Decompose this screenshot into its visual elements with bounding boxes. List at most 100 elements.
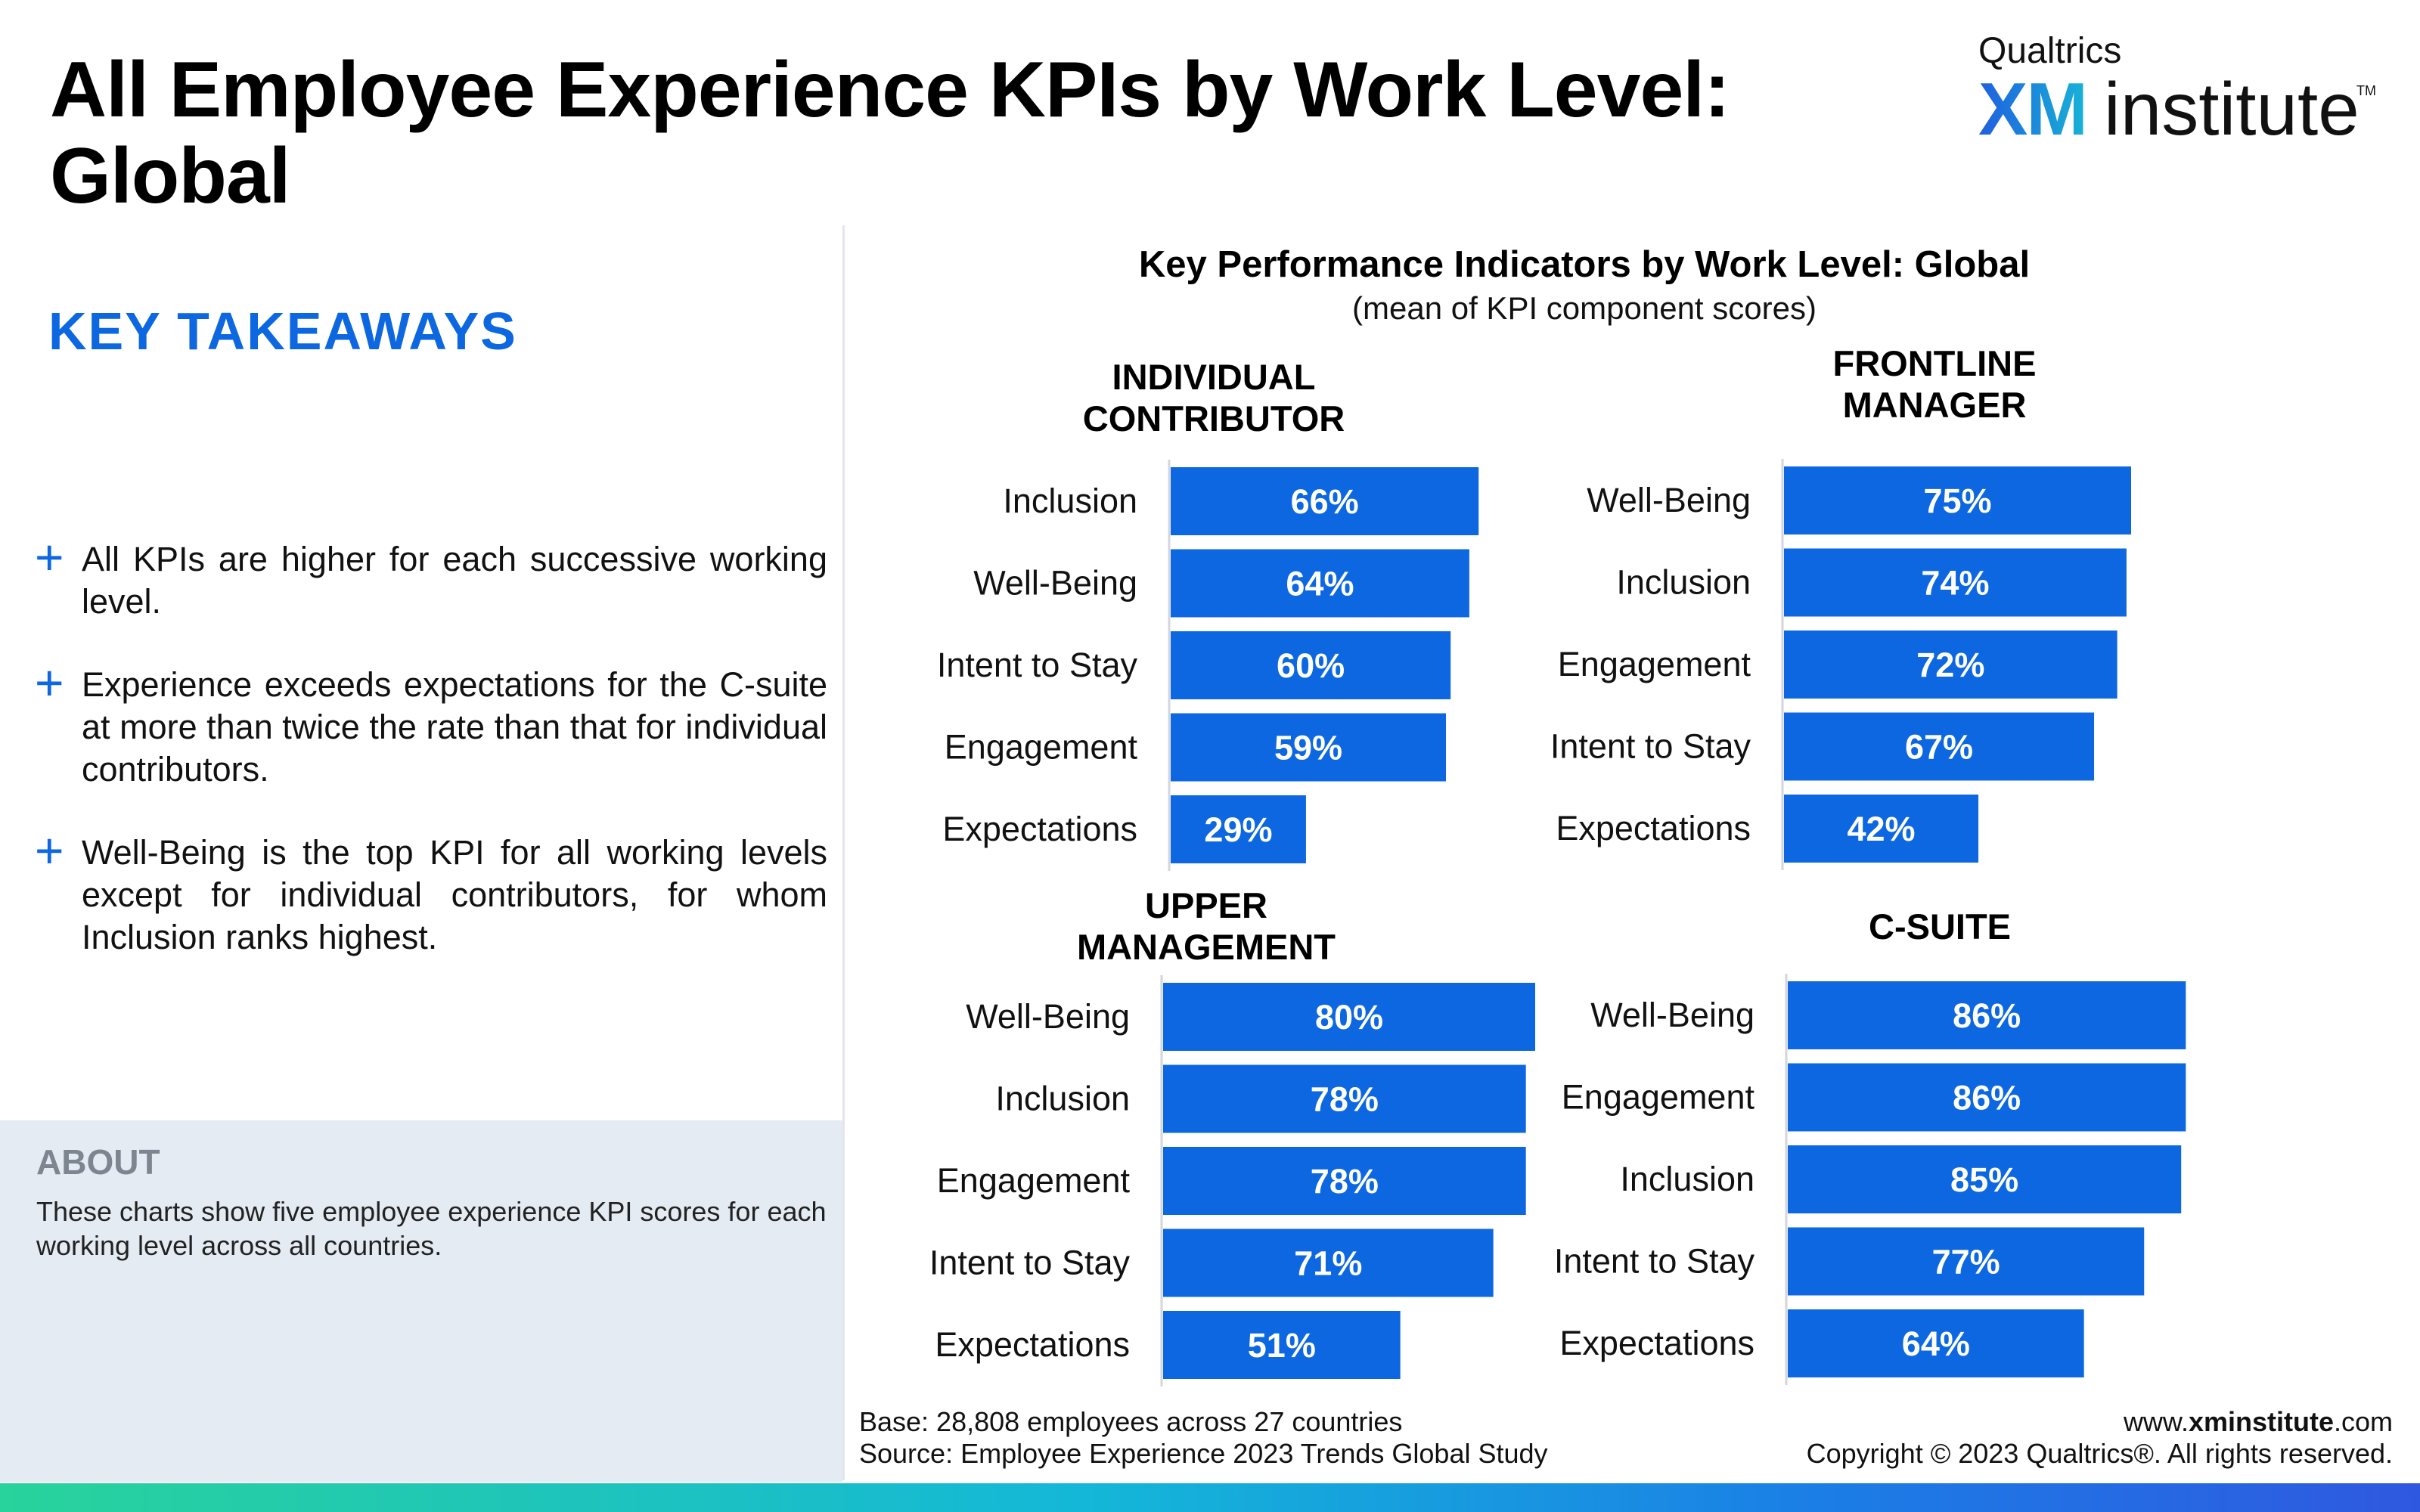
category-label: Expectations bbox=[935, 1325, 1130, 1364]
category-label: Intent to Stay bbox=[1550, 727, 1751, 766]
copyright-text: Copyright © 2023 Qualtrics®. All rights … bbox=[1806, 1438, 2393, 1469]
category-label: Inclusion bbox=[995, 1080, 1130, 1118]
panel-title: C-SUITE bbox=[1869, 906, 2011, 947]
base-source-note: Base: 28,808 employees across 27 countri… bbox=[859, 1406, 1548, 1470]
site-prefix: www. bbox=[2123, 1406, 2189, 1437]
data-label: 77% bbox=[1932, 1243, 2000, 1281]
data-label: 66% bbox=[1291, 482, 1359, 521]
bar bbox=[1784, 712, 2095, 781]
panel-title: MANAGER bbox=[1843, 385, 2027, 425]
data-label: 29% bbox=[1204, 810, 1272, 849]
data-label: 51% bbox=[1248, 1326, 1316, 1365]
data-label: 78% bbox=[1311, 1162, 1379, 1201]
category-label: Intent to Stay bbox=[929, 1244, 1131, 1282]
data-label: 74% bbox=[1921, 564, 1989, 603]
takeaway-text: All KPIs are higher for each successive … bbox=[82, 540, 827, 621]
site-bold: xminstitute bbox=[2188, 1406, 2334, 1437]
logo-company-name: Qualtrics bbox=[1978, 31, 2122, 71]
logo-xm-mark: XM bbox=[1978, 67, 2088, 150]
data-label: 80% bbox=[1315, 998, 1383, 1036]
page-title: All Employee Experience KPIs by Work Lev… bbox=[50, 46, 1730, 220]
xm-institute-logo: Qualtrics XM institute TM bbox=[1978, 30, 2376, 150]
category-label: Expectations bbox=[942, 810, 1137, 848]
key-takeaways-heading: KEY TAKEAWAYS bbox=[48, 302, 517, 361]
category-label: Engagement bbox=[1562, 1078, 1755, 1117]
site-copyright: www.xminstitute.com Copyright © 2023 Qua… bbox=[1807, 1406, 2393, 1470]
bar bbox=[1784, 795, 1979, 863]
bar bbox=[1163, 1064, 1526, 1133]
data-label: 72% bbox=[1916, 646, 1984, 684]
category-label: Expectations bbox=[1559, 1324, 1754, 1362]
category-label: Intent to Stay bbox=[937, 646, 1138, 684]
bar bbox=[1171, 467, 1479, 535]
data-label: 64% bbox=[1286, 565, 1354, 603]
footer-gradient-bar bbox=[0, 1483, 2420, 1512]
category-label: Inclusion bbox=[1616, 563, 1751, 602]
data-label: 86% bbox=[1953, 996, 2021, 1035]
bar bbox=[1788, 1063, 2186, 1132]
category-label: Well-Being bbox=[1590, 996, 1754, 1034]
base-note: Base: 28,808 employees across 27 countri… bbox=[859, 1406, 1403, 1437]
data-label: 71% bbox=[1294, 1244, 1362, 1283]
data-label: 64% bbox=[1902, 1325, 1970, 1363]
bar bbox=[1171, 631, 1451, 699]
takeaway-text: Well-Being is the top KPI for all workin… bbox=[82, 833, 827, 956]
chart-subtitle: (mean of KPI component scores) bbox=[1352, 290, 1817, 326]
panel-title: FRONTLINE bbox=[1833, 343, 2037, 383]
bar bbox=[1163, 1147, 1526, 1215]
panel-title: CONTRIBUTOR bbox=[1083, 398, 1345, 438]
panel-title: UPPER bbox=[1145, 885, 1267, 925]
panel-title: INDIVIDUAL bbox=[1112, 357, 1316, 397]
bar bbox=[1788, 1145, 2182, 1213]
about-heading: ABOUT bbox=[36, 1142, 160, 1182]
about-text: These charts show five employee experien… bbox=[36, 1196, 827, 1261]
plus-icon: + bbox=[35, 823, 64, 878]
bar bbox=[1171, 713, 1447, 782]
site-suffix: .com bbox=[2333, 1406, 2393, 1437]
data-label: 85% bbox=[1950, 1160, 2018, 1199]
bar bbox=[1163, 983, 1535, 1051]
bar bbox=[1784, 466, 2131, 534]
panel-title: MANAGEMENT bbox=[1077, 927, 1336, 967]
category-label: Inclusion bbox=[1620, 1160, 1754, 1198]
takeaway-text: Experience exceeds expectations for the … bbox=[82, 665, 827, 789]
data-label: 42% bbox=[1847, 810, 1915, 848]
vertical-divider bbox=[842, 225, 845, 1480]
bar bbox=[1171, 795, 1306, 863]
about-panel bbox=[0, 1120, 842, 1482]
data-label: 86% bbox=[1953, 1079, 2021, 1117]
panel-c-suite: C-SUITE Well-Being 86% Engagement 86% Inclusi… bbox=[1554, 906, 2186, 1385]
category-label: Engagement bbox=[937, 1161, 1131, 1200]
logo-institute-word: institute bbox=[2104, 67, 2360, 150]
bar bbox=[1788, 981, 2186, 1049]
bar bbox=[1784, 548, 2127, 617]
category-label: Well-Being bbox=[1587, 481, 1751, 519]
data-label: 59% bbox=[1274, 729, 1342, 767]
bar bbox=[1784, 631, 2118, 699]
category-label: Inclusion bbox=[1003, 482, 1137, 520]
bar bbox=[1171, 549, 1469, 618]
category-label: Engagement bbox=[945, 728, 1138, 767]
bar bbox=[1163, 1228, 1494, 1297]
data-label: 60% bbox=[1277, 646, 1345, 685]
category-label: Well-Being bbox=[973, 564, 1137, 603]
category-label: Intent to Stay bbox=[1554, 1242, 1755, 1281]
bar bbox=[1788, 1309, 2084, 1377]
category-label: Engagement bbox=[1558, 645, 1751, 683]
website-link[interactable]: www.xminstitute.com bbox=[1807, 1406, 2393, 1438]
source-note: Source: Employee Experience 2023 Trends … bbox=[859, 1438, 1548, 1469]
plus-icon: + bbox=[35, 655, 64, 711]
plus-icon: + bbox=[35, 529, 64, 585]
data-label: 78% bbox=[1311, 1080, 1379, 1119]
bar bbox=[1788, 1227, 2145, 1296]
chart-title: Key Performance Indicators by Work Level… bbox=[1138, 244, 2031, 285]
category-label: Well-Being bbox=[966, 997, 1130, 1036]
bar bbox=[1163, 1311, 1401, 1379]
logo-trademark: TM bbox=[2356, 83, 2376, 98]
data-label: 67% bbox=[1905, 728, 1973, 767]
category-label: Expectations bbox=[1556, 809, 1751, 847]
